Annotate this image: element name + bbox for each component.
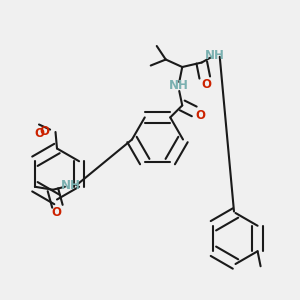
Text: NH: NH: [205, 50, 225, 62]
Text: NH: NH: [169, 79, 189, 92]
Text: O: O: [34, 127, 44, 140]
Text: O: O: [201, 78, 211, 91]
Text: O: O: [51, 206, 61, 219]
Text: O: O: [39, 124, 50, 138]
Text: O: O: [195, 109, 205, 122]
Text: NH: NH: [60, 179, 80, 192]
